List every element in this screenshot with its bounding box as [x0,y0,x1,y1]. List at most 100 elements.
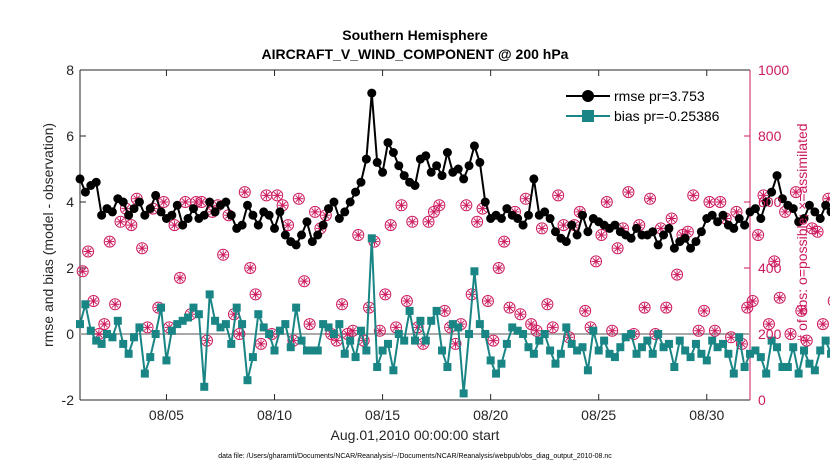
bias-point [97,339,106,348]
obs-possible-point [103,235,116,248]
obs-assimilated-point [591,256,601,266]
obs-assimilated-point [532,326,542,336]
rmse-point [480,197,490,207]
legend-bias-marker [582,110,594,122]
rmse-point [475,157,485,167]
obs-assimilated-point [407,217,417,227]
x-tick-label: 08/30 [689,407,724,423]
rmse-point [172,200,182,210]
rmse-point [334,214,344,223]
bias-point [783,363,792,371]
bias-point [362,346,371,355]
obs-possible-point [784,328,797,340]
rmse-point [761,197,771,207]
y-tick-label-right: 600 [758,194,782,210]
obs-possible-point [714,196,727,208]
obs-possible-point [136,242,149,255]
bias-point [767,336,776,345]
rmse-point [107,207,117,217]
obs-assimilated-point [769,256,779,266]
rmse-point [270,223,280,233]
rmse-point [97,210,107,220]
rmse-point [140,210,150,220]
obs-possible-point [762,318,775,331]
bias-point [378,346,387,355]
bias-point [459,389,468,398]
y-tick-labels-right: 0 200 400 600 800 1000 [758,62,789,408]
bias-point [778,363,787,371]
bias-point [140,369,149,378]
bias-point [135,323,144,332]
rmse-point [469,141,479,151]
bias-point [643,336,652,345]
obs-assimilated-point [396,200,406,210]
rmse-point [378,167,388,177]
bias-point [573,346,582,355]
obs-assimilated-point [78,266,88,276]
obs-possible-point [622,186,635,199]
obs-possible-point [503,301,516,314]
rmse-point [372,157,382,167]
rmse-point [767,187,777,197]
bias-point [654,330,663,338]
bias-point [556,349,565,358]
rmse-point [324,204,334,214]
bias-point [119,339,128,348]
bias-point [762,369,771,378]
bias-point [281,320,290,329]
bias-point [708,336,717,345]
rmse-point [799,214,809,223]
obs-assimilated-point [688,190,698,200]
obs-assimilated-point [775,293,785,303]
bias-point [113,316,122,325]
obs-assimilated-point [505,303,515,313]
rmse-point [297,230,307,240]
obs-assimilated-point [780,207,790,217]
bias-point [216,323,225,332]
y-tick-label-left: 0 [66,326,74,342]
obs-possible-point [800,334,813,347]
bias-point [470,267,479,276]
bias-point [648,349,657,358]
obs-assimilated-point [342,329,352,339]
rmse-point [718,210,728,220]
rmse-point [518,220,528,230]
bias-point [562,323,571,332]
bias-point [756,353,765,362]
obs-assimilated-point [240,187,250,197]
bias-point [421,336,430,345]
obs-assimilated-point [89,296,99,306]
obs-assimilated-point [310,207,320,217]
obs-assimilated-point [731,207,741,217]
obs-possible-point [768,255,781,268]
rmse-point [713,217,723,227]
bias-point [292,303,301,312]
bias-point [405,306,414,315]
rmse-point [669,243,679,253]
obs-possible-point [433,199,446,212]
obs-assimilated-point [278,200,288,210]
y-tick-label-left: -2 [62,392,75,408]
rmse-point [248,210,258,220]
bias-point [184,313,193,322]
rmse-point [75,174,85,184]
obs-possible-point [292,192,305,205]
bias-point [610,353,619,362]
bias-point [535,336,544,345]
obs-possible-point [303,318,316,331]
obs-possible-point [481,295,494,307]
bias-point [189,303,198,312]
obs-assimilated-point [272,190,282,200]
rmse-point [659,230,669,240]
obs-possible-point [535,222,548,235]
bias-point [702,356,711,365]
y-tick-label-left: 8 [66,62,74,78]
bias-point [567,339,576,348]
obs-possible-point [687,189,700,202]
bias-point [383,339,392,348]
bias-point [157,303,166,312]
bias-point [367,234,376,243]
y-tick-label-left: 4 [66,194,74,210]
y-axis-label-left: rmse and bias (model - observation) [40,123,56,347]
obs-possible-point [816,318,829,331]
